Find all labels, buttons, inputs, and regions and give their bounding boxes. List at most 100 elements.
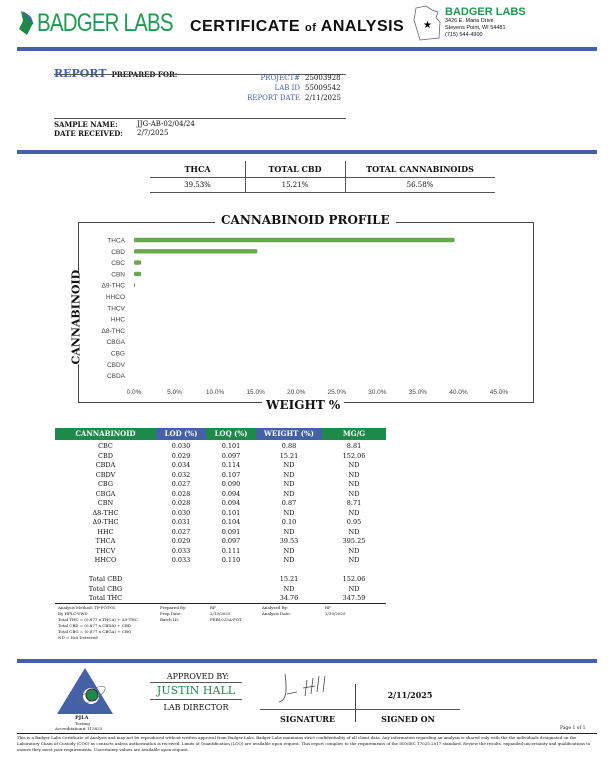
table-cell: 0.033 <box>171 556 191 564</box>
date-received: 2/7/2025 <box>137 129 169 137</box>
table-row: CBD 0.029 0.097 15.21 152.06 <box>55 452 386 461</box>
table-cell: ND <box>283 508 295 517</box>
table-cell: 0.030 <box>171 442 191 450</box>
table-cell: ND <box>283 480 295 488</box>
table-cell: 0.091 <box>221 527 241 536</box>
summary-value-thca: 39.53% <box>184 181 211 189</box>
summary-header-thca: THCA <box>184 164 211 174</box>
divider <box>355 684 356 722</box>
divider <box>150 699 242 700</box>
table-row: CBG 0.027 0.090 ND ND <box>55 480 386 489</box>
bar-thca <box>134 237 455 243</box>
x-tick-label: 0.0% <box>127 389 142 396</box>
prep-info: Prepared By: Prep Date: Batch ID: <box>160 605 187 622</box>
table-cell: 0.101 <box>221 508 241 517</box>
accreditation-number: Accreditation# 115833 <box>55 726 103 731</box>
table-cell: 8.71 <box>346 499 362 507</box>
table-cell: 0.029 <box>171 537 191 545</box>
disclaimer: This is a Badger Labs Certificate of Ana… <box>17 735 591 752</box>
table-cell: Total THC <box>88 594 123 602</box>
x-tick-label: 25.0% <box>328 389 347 396</box>
page-number: Page 1 of 1 <box>560 726 586 731</box>
table-row: CBDA 0.034 0.114 ND ND <box>55 461 386 470</box>
table-row: CBDV 0.032 0.107 ND ND <box>55 471 386 480</box>
table-cell: 34.76 <box>279 594 299 602</box>
y-tick-label: CBC <box>111 260 125 267</box>
divider <box>150 177 495 178</box>
header-weight: WEIGHT (%) <box>256 428 322 440</box>
approver-name: JUSTIN HALL <box>156 684 236 697</box>
table-cell: ND <box>283 489 295 498</box>
summary-value-total-cbd: 15.21% <box>281 181 309 189</box>
table-row: CBGA 0.028 0.094 ND ND <box>55 490 386 499</box>
table-cell: ND <box>348 546 360 555</box>
chart-xlabel: WEIGHT % <box>262 398 345 412</box>
table-cell: ND <box>348 508 360 517</box>
header-divider <box>17 47 597 51</box>
table-row: CBN 0.028 0.094 0.87 8.71 <box>55 499 386 508</box>
table-cell: 0.104 <box>221 518 241 526</box>
table-cell: ND <box>283 584 295 593</box>
header-mg-g: MG/G <box>322 428 386 440</box>
table-cell: 0.95 <box>346 518 362 526</box>
table-cell: 0.101 <box>221 442 241 450</box>
analysis-method-notes: Analysis Method: TP-POT-01 By HPLC-VWD Tot… <box>58 605 138 640</box>
sample-name-label: SAMPLE NAME: <box>54 120 118 129</box>
table-cell: HHCO <box>94 556 117 564</box>
table-cell: 0.111 <box>221 546 241 555</box>
footer-divider <box>17 659 597 663</box>
table-cell: 0.027 <box>171 527 191 536</box>
field-project: PROJECT# 25003928 <box>260 74 341 82</box>
table-cell: CBGA <box>95 489 116 498</box>
y-tick-label: HHC <box>111 317 125 324</box>
table-cell: Δ9-THC <box>92 518 119 526</box>
prep-values: RF 2/10/2025 FEB1025A-POT <box>210 605 242 622</box>
report-prepared-for: REPORT PREPARED FOR: <box>54 67 177 80</box>
table-cell: 0.10 <box>281 518 297 526</box>
divider <box>55 603 386 604</box>
table-cell: 0.110 <box>221 556 241 564</box>
approved-by-label: APPROVED BY: <box>166 672 230 681</box>
brand-name: BADGER LABS <box>37 9 173 37</box>
table-cell: ND <box>283 546 295 555</box>
divider <box>150 682 242 683</box>
x-tick-label: 40.0% <box>449 389 468 396</box>
y-tick-label: CBGA <box>107 339 126 346</box>
table-cell: CBDV <box>95 470 116 479</box>
y-tick-label: CBN <box>111 271 125 278</box>
x-tick-label: 45.0% <box>490 389 509 396</box>
pjla-testing: Testing <box>75 721 90 726</box>
table-cell: 0.090 <box>221 480 241 488</box>
table-row: CBC 0.030 0.101 0.88 8.81 <box>55 442 386 451</box>
bar-cbc <box>134 260 142 265</box>
field-report-date: REPORT DATE 2/11/2025 <box>247 94 341 102</box>
table-cell: 0.097 <box>221 451 241 460</box>
signature-label: SIGNATURE <box>279 714 336 724</box>
table-cell: Δ8-THC <box>92 508 119 517</box>
y-tick-label: Δ9-THC <box>102 283 126 290</box>
table-cell: 0.094 <box>221 489 241 498</box>
table-cell: Total CBD <box>88 575 123 583</box>
table-cell: THCA <box>95 537 116 545</box>
header-lod: LOD (%) <box>156 428 206 440</box>
table-cell: 0.027 <box>171 480 191 488</box>
table-cell: 347.59 <box>342 594 366 602</box>
table-cell: 0.114 <box>221 461 241 469</box>
sample-name: JJG-AB-02/04/24 <box>137 120 195 128</box>
table-cell: ND <box>283 556 295 564</box>
badger-labs-logo: BADGER LABS <box>17 9 173 37</box>
table-cell: CBG <box>97 480 114 488</box>
divider <box>54 74 346 75</box>
table-cell: 0.033 <box>171 546 191 555</box>
analysis-values: RF 2/10/2025 <box>325 605 346 616</box>
x-tick-label: 30.0% <box>368 389 387 396</box>
table-cell: HHC <box>97 527 114 536</box>
x-tick-label: 20.0% <box>287 389 306 396</box>
table-cell: THCV <box>95 546 116 555</box>
y-tick-label: CBD <box>111 249 125 256</box>
table-cell: ND <box>348 489 360 498</box>
table-cell: 0.034 <box>171 461 191 469</box>
summary-header-total-cannabinoids: TOTAL CANNABINOIDS <box>366 164 474 174</box>
cannabinoid-profile-chart: THCA CBD CBC CBN Δ9-THC HHCO THCV HHC Δ8-THC CBGA… <box>102 237 509 397</box>
table-cell: CBDA <box>95 461 116 469</box>
